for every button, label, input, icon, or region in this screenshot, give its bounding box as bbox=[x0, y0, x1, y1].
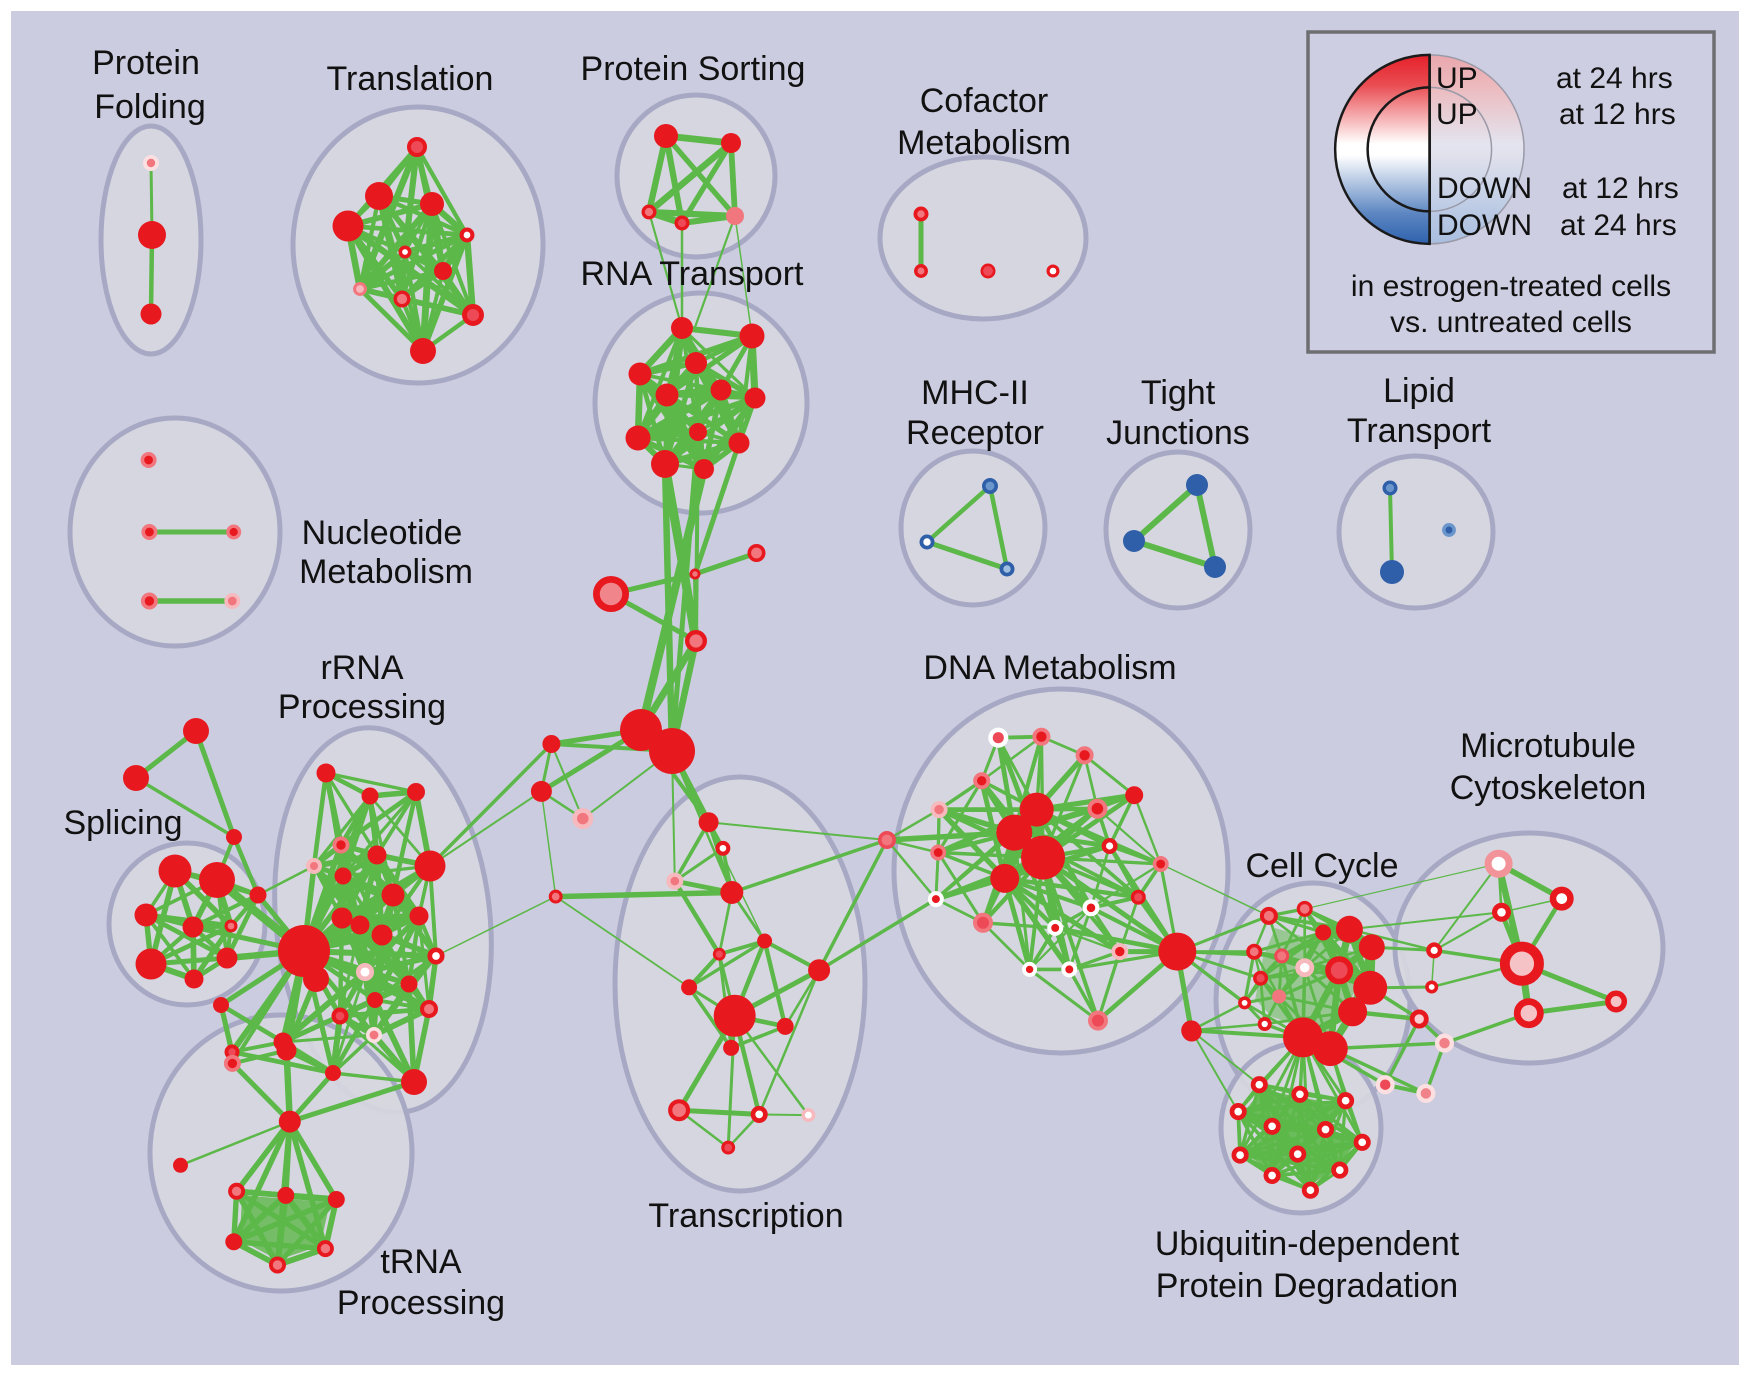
svg-text:at 24 hrs: at 24 hrs bbox=[1560, 209, 1677, 242]
svg-text:Cytoskeleton: Cytoskeleton bbox=[1450, 769, 1647, 807]
svg-text:UP: UP bbox=[1436, 62, 1478, 95]
svg-text:Microtubule: Microtubule bbox=[1460, 727, 1636, 765]
svg-text:Lipid: Lipid bbox=[1383, 372, 1455, 410]
svg-text:RNA Transport: RNA Transport bbox=[581, 255, 805, 293]
svg-text:Cell Cycle: Cell Cycle bbox=[1245, 847, 1398, 885]
svg-text:Ubiquitin-dependent: Ubiquitin-dependent bbox=[1155, 1225, 1460, 1263]
svg-text:Tight: Tight bbox=[1141, 374, 1216, 412]
svg-text:tRNA: tRNA bbox=[380, 1243, 462, 1281]
svg-text:rRNA: rRNA bbox=[320, 649, 403, 687]
svg-text:Protein Degradation: Protein Degradation bbox=[1156, 1267, 1458, 1305]
svg-text:Transport: Transport bbox=[1347, 412, 1492, 450]
svg-text:at 12 hrs: at 12 hrs bbox=[1559, 98, 1676, 131]
svg-text:Receptor: Receptor bbox=[906, 414, 1044, 452]
svg-text:Metabolism: Metabolism bbox=[299, 553, 473, 591]
svg-text:DOWN: DOWN bbox=[1437, 209, 1532, 242]
svg-text:Metabolism: Metabolism bbox=[897, 124, 1071, 162]
svg-text:Junctions: Junctions bbox=[1106, 414, 1250, 452]
svg-text:Nucleotide: Nucleotide bbox=[302, 514, 463, 552]
svg-text:in estrogen-treated cells: in estrogen-treated cells bbox=[1351, 270, 1671, 303]
svg-text:Processing: Processing bbox=[337, 1284, 505, 1322]
svg-text:at 24 hrs: at 24 hrs bbox=[1556, 62, 1673, 95]
svg-text:Protein: Protein bbox=[92, 44, 200, 82]
svg-text:vs. untreated cells: vs. untreated cells bbox=[1390, 306, 1632, 339]
svg-text:Protein Sorting: Protein Sorting bbox=[581, 50, 806, 88]
svg-text:Splicing: Splicing bbox=[63, 804, 182, 842]
svg-text:MHC-II: MHC-II bbox=[921, 374, 1029, 412]
svg-text:Processing: Processing bbox=[278, 688, 446, 726]
svg-text:Cofactor: Cofactor bbox=[920, 82, 1049, 120]
svg-text:Folding: Folding bbox=[94, 88, 206, 126]
svg-text:Translation: Translation bbox=[327, 60, 494, 98]
svg-text:DNA Metabolism: DNA Metabolism bbox=[923, 649, 1176, 687]
svg-text:Transcription: Transcription bbox=[648, 1197, 843, 1235]
svg-text:DOWN: DOWN bbox=[1437, 172, 1532, 205]
svg-text:UP: UP bbox=[1436, 98, 1478, 131]
svg-text:at 12 hrs: at 12 hrs bbox=[1562, 172, 1679, 205]
